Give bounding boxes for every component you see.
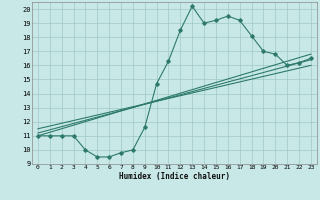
X-axis label: Humidex (Indice chaleur): Humidex (Indice chaleur) [119, 172, 230, 181]
